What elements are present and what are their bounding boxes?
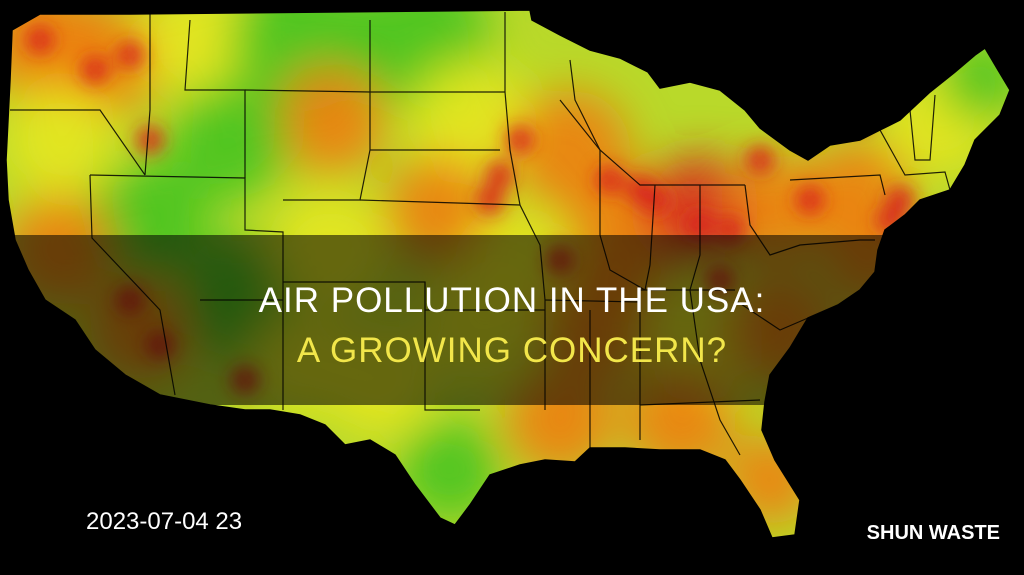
pollution-area-mid xyxy=(6,85,115,195)
brand-logo: SHUN WASTE xyxy=(866,522,1000,544)
pollution-area-mid xyxy=(140,10,260,100)
pollution-hotspot xyxy=(486,161,514,189)
pollution-hotspot xyxy=(116,41,144,69)
pollution-hotspot xyxy=(136,126,164,154)
pollution-area-high xyxy=(275,65,385,175)
pollution-hotspot xyxy=(26,26,54,54)
pollution-hotspot xyxy=(746,146,774,174)
pollution-hotspot xyxy=(476,186,504,214)
pollution-hotspot xyxy=(796,186,824,214)
title-line-1: AIR POLLUTION IN THE USA: xyxy=(258,281,766,320)
pollution-hotspot xyxy=(641,186,669,214)
pollution-hotspot xyxy=(81,56,109,84)
pollution-area-low xyxy=(170,80,290,200)
pollution-hotspot xyxy=(506,126,534,154)
timestamp: 2023-07-04 23 xyxy=(86,508,243,535)
pollution-area-low xyxy=(400,420,500,520)
title-banner xyxy=(0,235,1024,405)
pollution-hotspot xyxy=(596,166,624,194)
pollution-area-high xyxy=(55,10,165,115)
title-line-2: A GROWING CONCERN? xyxy=(296,331,728,370)
pollution-hotspot xyxy=(886,186,914,214)
